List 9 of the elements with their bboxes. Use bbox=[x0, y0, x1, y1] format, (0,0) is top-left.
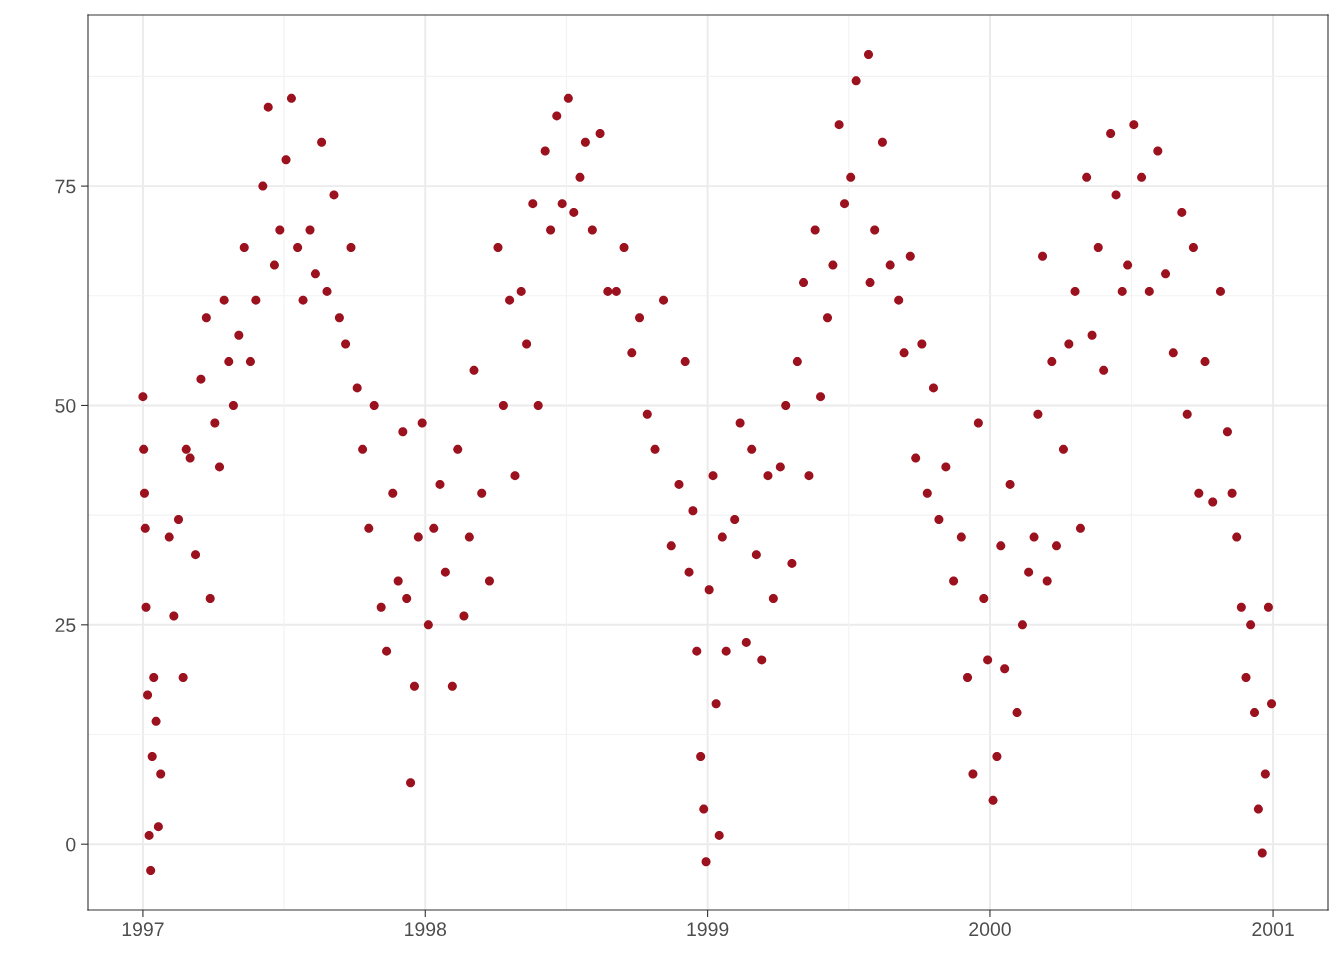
y-tick-label: 0 bbox=[66, 837, 76, 852]
y-tick-label: 25 bbox=[55, 618, 76, 633]
x-tick-label: 1998 bbox=[405, 922, 447, 937]
x-tick-label: 2000 bbox=[969, 922, 1011, 937]
x-tick-label: 1997 bbox=[122, 922, 164, 937]
x-tick-label: 2001 bbox=[1252, 922, 1294, 937]
y-tick-label: 50 bbox=[55, 398, 76, 413]
x-tick-label: 1999 bbox=[687, 922, 729, 937]
y-tick-label: 75 bbox=[55, 179, 76, 194]
